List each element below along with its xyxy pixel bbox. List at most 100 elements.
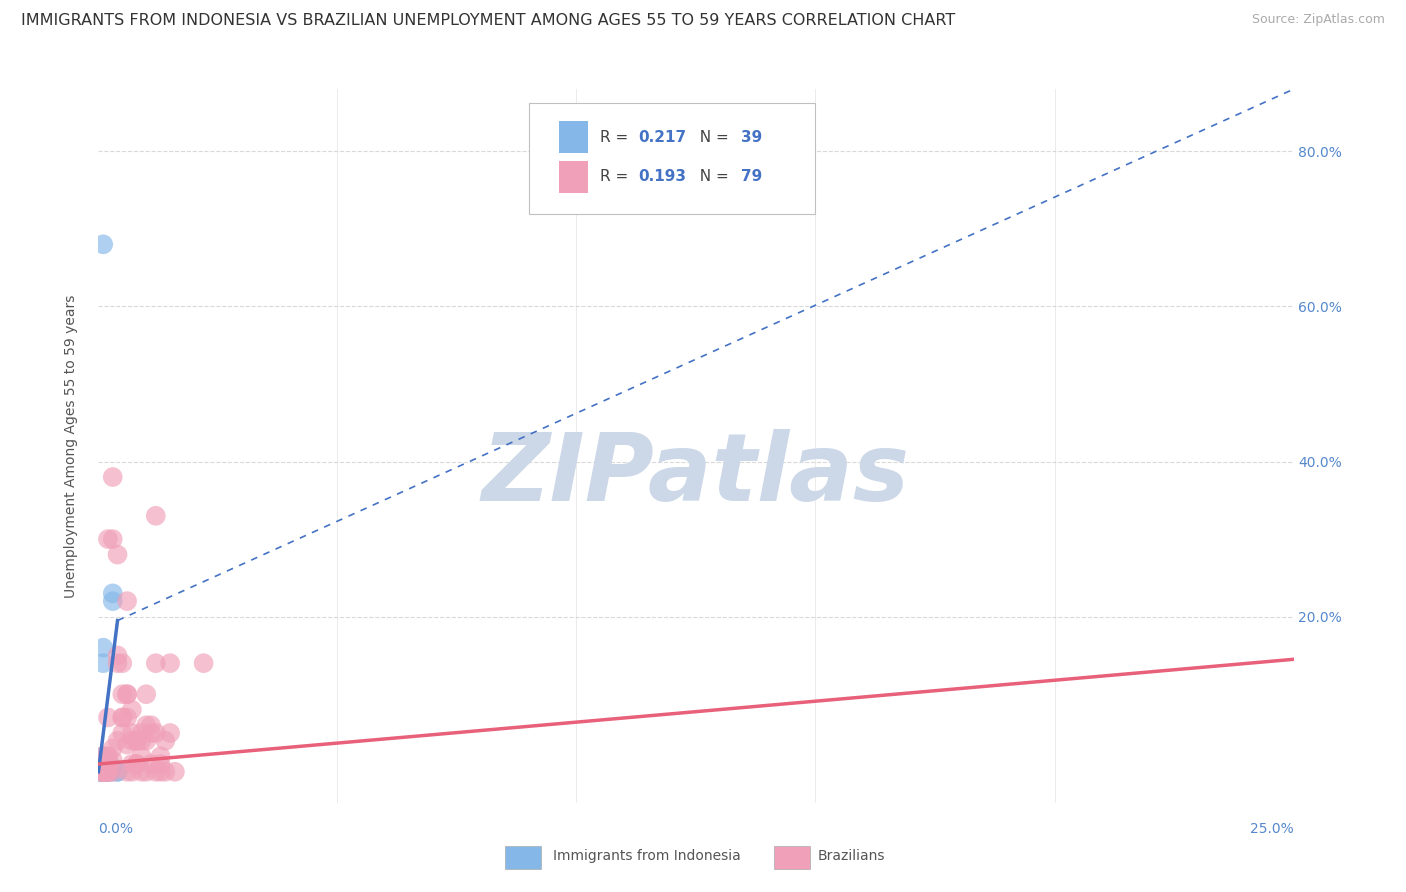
Point — [135, 733, 157, 747]
Point — [91, 757, 114, 772]
Text: IMMIGRANTS FROM INDONESIA VS BRAZILIAN UNEMPLOYMENT AMONG AGES 55 TO 59 YEARS CO: IMMIGRANTS FROM INDONESIA VS BRAZILIAN U… — [21, 13, 955, 29]
Point — [121, 733, 143, 747]
Point — [97, 710, 120, 724]
Point — [115, 710, 138, 724]
Point — [107, 648, 129, 663]
Point — [115, 764, 138, 779]
Point — [145, 508, 167, 523]
Text: 0.193: 0.193 — [638, 169, 686, 185]
Point — [91, 764, 114, 779]
Point — [115, 687, 138, 701]
Point — [87, 764, 110, 779]
Text: 0.0%: 0.0% — [98, 822, 134, 836]
Point — [97, 749, 120, 764]
Point — [91, 764, 114, 779]
Point — [97, 761, 120, 775]
Point — [91, 764, 114, 779]
Point — [91, 757, 114, 772]
Point — [159, 656, 181, 670]
Point — [111, 687, 134, 701]
Point — [91, 757, 114, 772]
Point — [91, 764, 114, 779]
Point — [111, 710, 134, 724]
Point — [97, 757, 120, 772]
Text: ZIPatlas: ZIPatlas — [482, 428, 910, 521]
Point — [91, 764, 114, 779]
Point — [145, 656, 167, 670]
Point — [97, 764, 120, 779]
Point — [149, 749, 172, 764]
Point — [91, 764, 114, 779]
Point — [131, 726, 153, 740]
Point — [91, 764, 114, 779]
Point — [91, 764, 114, 779]
Point — [91, 753, 114, 767]
Text: 79: 79 — [741, 169, 762, 185]
Point — [97, 764, 120, 779]
Point — [131, 764, 153, 779]
Point — [115, 687, 138, 701]
Point — [125, 733, 148, 747]
Point — [101, 470, 124, 484]
Point — [91, 764, 114, 779]
Point — [101, 764, 124, 779]
Point — [121, 726, 143, 740]
Point — [111, 726, 134, 740]
Point — [87, 764, 110, 779]
Point — [107, 548, 129, 562]
Point — [91, 764, 114, 779]
Point — [91, 764, 114, 779]
Point — [91, 764, 114, 779]
Point — [155, 733, 177, 747]
Point — [91, 764, 114, 779]
Point — [107, 656, 129, 670]
Point — [101, 761, 124, 775]
Point — [97, 532, 120, 546]
Point — [91, 764, 114, 779]
Point — [155, 764, 177, 779]
Point — [121, 757, 143, 772]
Point — [101, 741, 124, 756]
Point — [101, 753, 124, 767]
Point — [91, 764, 114, 779]
Text: Source: ZipAtlas.com: Source: ZipAtlas.com — [1251, 13, 1385, 27]
Point — [91, 764, 114, 779]
Text: 25.0%: 25.0% — [1250, 822, 1294, 836]
Point — [91, 757, 114, 772]
Point — [121, 764, 143, 779]
Point — [97, 749, 120, 764]
Point — [131, 733, 153, 747]
Point — [101, 594, 124, 608]
Point — [145, 726, 167, 740]
Y-axis label: Unemployment Among Ages 55 to 59 years: Unemployment Among Ages 55 to 59 years — [63, 294, 77, 598]
Text: 0.217: 0.217 — [638, 130, 686, 145]
Point — [91, 764, 114, 779]
Text: N =: N = — [690, 130, 734, 145]
Text: Immigrants from Indonesia: Immigrants from Indonesia — [553, 849, 741, 863]
Point — [97, 764, 120, 779]
Point — [97, 761, 120, 775]
Point — [149, 764, 172, 779]
Point — [87, 764, 110, 779]
Point — [91, 656, 114, 670]
Bar — [558, 161, 589, 193]
Point — [139, 718, 162, 732]
Point — [135, 718, 157, 732]
Point — [125, 733, 148, 747]
Point — [145, 764, 167, 779]
Point — [91, 764, 114, 779]
Bar — [773, 846, 810, 869]
Point — [111, 710, 134, 724]
Point — [149, 757, 172, 772]
Point — [97, 757, 120, 772]
Point — [107, 764, 129, 779]
Point — [107, 733, 129, 747]
Point — [97, 753, 120, 767]
Point — [91, 757, 114, 772]
Point — [125, 757, 148, 772]
Point — [125, 757, 148, 772]
Point — [87, 764, 110, 779]
Point — [131, 749, 153, 764]
Point — [121, 703, 143, 717]
Point — [97, 764, 120, 779]
